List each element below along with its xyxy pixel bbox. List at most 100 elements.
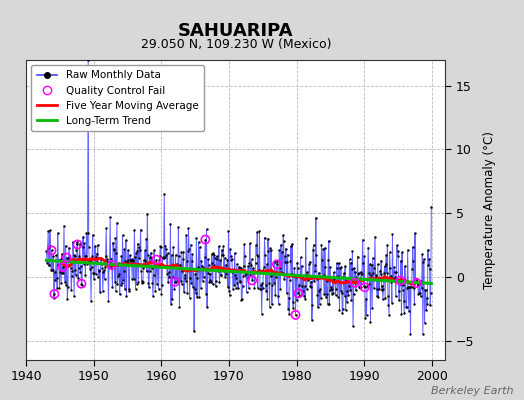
Point (242, 270, 250, 276)
Point (164, 279, 172, 286)
Point (266, 303, 274, 310)
Point (143, 211, 151, 218)
Point (267, 273, 275, 279)
Point (375, 286, 384, 293)
Point (357, 284, 366, 290)
Point (208, 260, 216, 267)
Point (406, 284, 414, 290)
Point (100, 267, 108, 274)
Point (117, 282, 125, 288)
Point (307, 284, 315, 290)
Point (197, 258, 205, 264)
Point (420, 256, 428, 262)
Point (215, 243, 223, 250)
Point (274, 292, 282, 299)
Point (77, 263, 85, 269)
Point (274, 257, 282, 264)
Point (258, 280, 267, 286)
Point (50, 291, 59, 297)
Point (50, 294, 58, 301)
Point (405, 284, 413, 290)
Text: 29.050 N, 109.230 W (Mexico): 29.050 N, 109.230 W (Mexico) (140, 38, 331, 51)
Point (276, 265, 284, 271)
Point (414, 290, 423, 296)
Point (63, 296, 71, 302)
Point (142, 235, 150, 242)
Point (333, 265, 342, 271)
Point (216, 257, 224, 264)
Point (376, 268, 384, 274)
Point (369, 270, 377, 277)
Point (373, 286, 381, 292)
Point (403, 285, 411, 292)
Point (132, 250, 140, 256)
Point (209, 280, 217, 287)
Point (257, 311, 266, 317)
Point (406, 331, 414, 337)
Point (158, 254, 167, 261)
Point (244, 263, 253, 270)
Point (62, 254, 71, 261)
Point (303, 269, 312, 275)
Point (354, 269, 363, 276)
Point (383, 270, 391, 276)
Point (420, 320, 429, 326)
Point (201, 236, 210, 243)
Point (304, 277, 313, 284)
Point (193, 275, 202, 281)
Point (293, 265, 302, 272)
Point (92, 270, 100, 277)
Point (160, 190, 168, 197)
Point (118, 279, 126, 286)
Point (343, 288, 352, 294)
Point (222, 262, 230, 268)
Point (319, 274, 327, 280)
Point (149, 272, 158, 278)
Point (144, 280, 152, 286)
Point (246, 240, 254, 246)
Point (126, 256, 135, 263)
Point (287, 243, 295, 250)
Point (126, 252, 134, 259)
Point (121, 258, 129, 264)
Point (173, 278, 182, 284)
Point (81, 272, 90, 278)
Point (99, 269, 107, 275)
Point (206, 276, 215, 283)
Point (368, 305, 376, 311)
Point (163, 270, 171, 277)
Point (107, 255, 115, 262)
Point (217, 272, 225, 278)
Point (90, 270, 99, 276)
Point (421, 287, 430, 293)
Point (133, 248, 141, 254)
Point (166, 220, 174, 227)
Point (202, 290, 210, 297)
Point (50, 291, 59, 297)
Point (202, 226, 211, 232)
Point (110, 246, 118, 252)
Point (129, 276, 138, 282)
Point (416, 290, 424, 296)
Point (427, 204, 435, 210)
Point (315, 301, 324, 307)
Point (84, 57, 92, 63)
Point (338, 310, 346, 316)
Point (218, 252, 226, 258)
Point (275, 247, 283, 253)
Point (82, 230, 91, 236)
Point (234, 264, 243, 270)
Point (75, 253, 83, 259)
Point (253, 252, 261, 258)
Point (203, 270, 212, 276)
Point (284, 305, 292, 312)
Point (226, 253, 235, 260)
Point (294, 290, 302, 297)
Point (210, 261, 218, 268)
Point (425, 256, 433, 262)
Point (382, 252, 390, 258)
Point (161, 253, 169, 260)
Point (337, 264, 345, 270)
Point (122, 293, 130, 299)
Point (184, 225, 193, 232)
